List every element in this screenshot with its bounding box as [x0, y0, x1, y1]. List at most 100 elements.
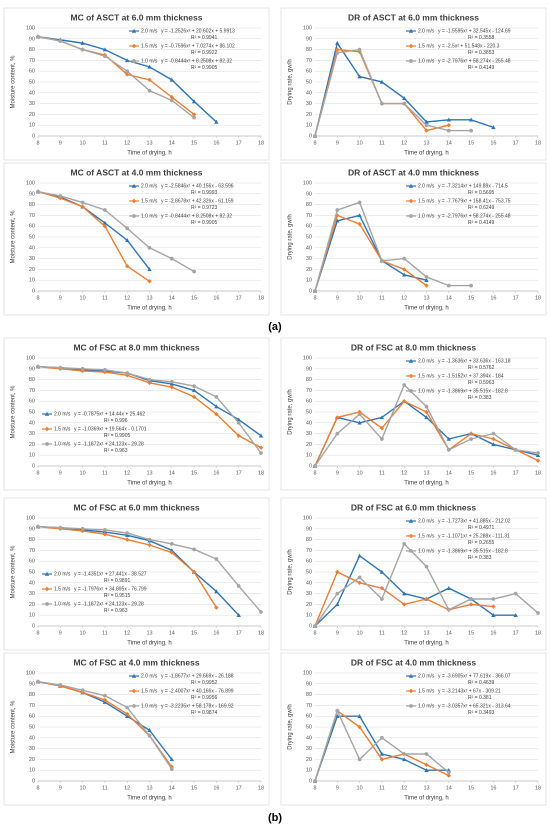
marker [125, 226, 130, 231]
legend-equation: y = -1.4351x² + 27.441x - 38.527 [74, 571, 147, 577]
marker [147, 542, 152, 548]
marker [424, 768, 429, 772]
chart: MC of FSC at 6.0 mm thickness 0 10 20 30 40 50… [3, 497, 270, 651]
marker [357, 213, 362, 218]
marker [192, 547, 196, 552]
x-tick-label: 14 [446, 630, 452, 636]
marker [125, 531, 130, 535]
marker [379, 751, 385, 756]
marker [236, 417, 241, 422]
marker [446, 123, 451, 128]
y-tick-label: 0 [32, 778, 35, 784]
legend-r2: R² = 0.4149 [468, 65, 494, 71]
marker [191, 112, 197, 117]
marker [357, 74, 362, 79]
y-tick-label: 0 [32, 288, 35, 294]
y-tick-label: 100 [303, 670, 312, 676]
marker [214, 395, 219, 399]
legend-r2: R² = 0.3493 [468, 710, 494, 716]
chart: DR of ASCT at 6.0 mm thickness 0 10 20 30 40 5… [280, 7, 547, 161]
marker [402, 591, 407, 596]
y-tick-label: 30 [306, 591, 312, 597]
y-tick-label: 40 [29, 90, 35, 96]
x-tick-label: 15 [468, 295, 474, 301]
legend-equation: y = -2.4007x² + 40.166x - 76.899 [161, 688, 234, 694]
chart: DR of FSC at 8.0 mm thickness 0 10 20 30 40 50… [280, 337, 547, 491]
legend-r2: R² = 0.9874 [191, 710, 217, 716]
y-tick-label: 10 [306, 453, 312, 459]
marker [258, 445, 264, 450]
x-tick-label: 12 [124, 785, 130, 791]
marker [513, 613, 518, 617]
x-tick-label: 14 [169, 785, 175, 791]
y-tick-label: 60 [306, 224, 312, 230]
marker [125, 263, 130, 269]
legend-label: 1.5 m/s [418, 43, 435, 49]
y-tick-label: 20 [29, 757, 35, 763]
marker [58, 365, 63, 370]
marker [491, 431, 496, 436]
y-tick-label: 100 [26, 25, 35, 31]
marker [402, 101, 407, 106]
legend-equation: y = -0.8444x² + 8.2508x + 82.32 [161, 213, 232, 219]
y-tick-label: 0 [309, 778, 312, 784]
marker [147, 537, 152, 542]
marker [214, 119, 219, 124]
legend-r2: R² = 0.9922 [191, 50, 217, 56]
y-tick-label: 10 [29, 613, 35, 619]
x-axis-label: Time of drying, h [127, 481, 171, 487]
x-tick-label: 14 [446, 295, 452, 301]
y-tick-label: 100 [26, 515, 35, 521]
x-tick-label: 8 [313, 295, 316, 301]
x-tick-label: 12 [124, 470, 130, 476]
chart-title: MC of ASCT at 6.0 mm thickness [71, 12, 203, 22]
marker [125, 537, 130, 542]
x-tick-label: 9 [59, 295, 62, 301]
y-tick-label: 60 [306, 69, 312, 75]
y-axis-label: Drying rate, gw/h [288, 389, 294, 434]
marker [424, 119, 429, 124]
series-line [314, 214, 427, 292]
legend-label: 1.5 m/s [54, 586, 71, 592]
legend-equation: y = -3.6905x² + 77.619x - 366.07 [438, 673, 511, 679]
x-tick-label: 11 [379, 470, 385, 476]
y-tick-label: 30 [29, 101, 35, 107]
legend-label: 1.0 m/s [418, 548, 435, 554]
legend-r2: R² = 0.9952 [191, 680, 217, 686]
legend-r2: R² = 0.4149 [468, 220, 494, 226]
marker [402, 256, 407, 261]
marker [446, 117, 451, 122]
x-tick-label: 16 [213, 470, 219, 476]
series-line [314, 214, 427, 292]
marker [169, 767, 174, 771]
marker [125, 238, 130, 242]
marker [335, 714, 340, 718]
marker [491, 604, 496, 609]
marker [36, 679, 40, 684]
marker [192, 384, 196, 388]
y-tick-label: 90 [29, 526, 35, 532]
legend-label: 2.0 m/s [141, 28, 158, 34]
x-tick-label: 10 [357, 295, 363, 301]
y-tick-label: 60 [306, 714, 312, 720]
marker [468, 602, 474, 607]
marker [191, 394, 197, 400]
legend-label: 2.0 m/s [141, 673, 158, 679]
x-tick-label: 10 [357, 785, 363, 791]
legend-equation: y = -1.8677x² + 29.669x - 26.188 [161, 673, 234, 679]
y-tick-label: 100 [303, 355, 312, 361]
marker [424, 762, 429, 767]
marker [491, 125, 496, 130]
marker [424, 128, 429, 133]
chart-frame [3, 652, 270, 806]
marker [313, 624, 317, 628]
marker [380, 258, 384, 263]
marker [402, 399, 407, 404]
x-tick-label: 11 [102, 470, 108, 476]
marker [313, 464, 317, 468]
marker [335, 208, 340, 212]
y-tick-label: 50 [306, 569, 312, 575]
legend-label: 2.0 m/s [418, 358, 435, 364]
y-tick-label: 40 [29, 420, 35, 426]
